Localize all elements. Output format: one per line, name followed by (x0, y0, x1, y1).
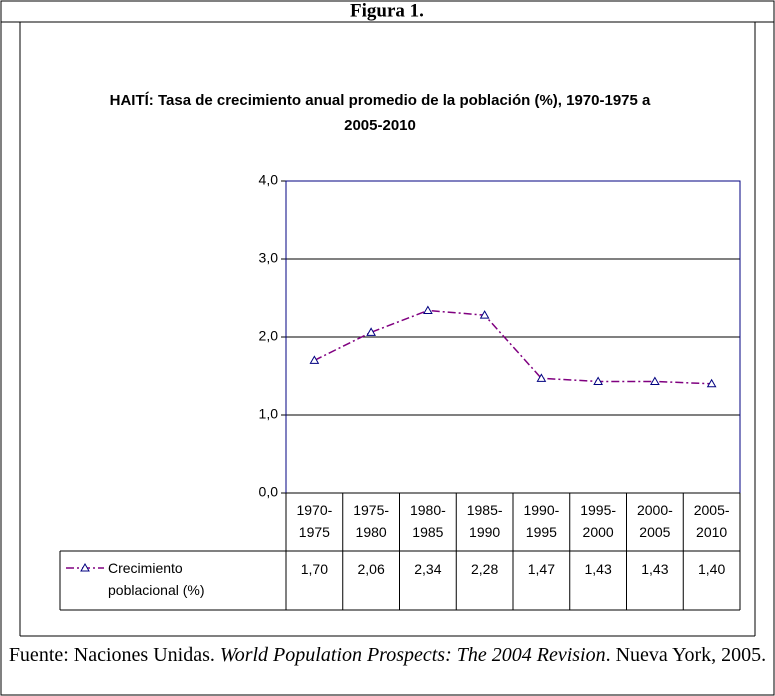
x-tick-label: 2005-2010 (693, 502, 730, 540)
x-tick-label-box: 2000-2005 (636, 502, 673, 540)
y-tick-label: 1,0 (259, 406, 279, 422)
title-box: HAITÍ: Tasa de crecimiento anual promedi… (109, 92, 651, 134)
legend-label: Crecimiento poblacional (%) (108, 560, 205, 598)
point-marker (309, 355, 320, 364)
point-marker (650, 376, 660, 385)
figure-label: Figura 1. (350, 0, 424, 21)
value-label: 1,43 (584, 561, 612, 577)
x-tick-label-box: 1995-2000 (580, 502, 617, 540)
point-marker (423, 305, 433, 314)
value-label: 1,40 (698, 561, 726, 577)
value-label: 2,34 (414, 561, 442, 577)
chart-title: HAITÍ: Tasa de crecimiento anual promedi… (109, 92, 651, 134)
value-label-box: 2,28 (471, 561, 499, 577)
value-label-box: 2,34 (414, 561, 442, 577)
point-marker (366, 327, 376, 336)
legend-label-box: Crecimiento poblacional (%) (108, 560, 205, 598)
point-marker (479, 310, 490, 319)
y-tick-label: 0,0 (259, 484, 279, 500)
value-label-box: 2,06 (357, 561, 385, 577)
x-tick-label: 1980-1985 (409, 502, 446, 540)
source: Fuente: Naciones Unidas. World Populatio… (0, 642, 775, 668)
x-tick-label: 1990-1995 (523, 502, 560, 540)
x-tick-label: 1970-1975 (296, 502, 333, 540)
x-tick-label-box: 1975-1980 (353, 502, 390, 540)
source-title: World Population Prospects: The 2004 Rev… (219, 644, 606, 666)
value-label: 2,28 (471, 561, 499, 577)
y-tick-label: 3,0 (259, 250, 279, 266)
point-marker (593, 376, 603, 385)
value-label-box: 1,43 (584, 561, 612, 577)
x-tick-label-box: 2005-2010 (693, 502, 730, 540)
source-suffix: . Nueva York, 2005. (605, 644, 767, 666)
value-label: 1,70 (300, 561, 328, 577)
y-tick-label: 2,0 (259, 328, 279, 344)
value-label-box: 1,43 (641, 561, 669, 577)
value-label-box: 1,70 (300, 561, 328, 577)
value-label-box: 1,40 (698, 561, 726, 577)
value-label: 2,06 (357, 561, 385, 577)
value-label: 1,47 (527, 561, 555, 577)
series-line (314, 309, 712, 385)
value-label: 1,43 (641, 561, 669, 577)
y-tick-label: 4,0 (259, 172, 279, 188)
value-label-box: 1,47 (527, 561, 555, 577)
x-tick-label: 1985-1990 (466, 502, 503, 540)
point-marker (536, 373, 547, 382)
point-marker (706, 378, 717, 388)
x-tick-label-box: 1985-1990 (466, 502, 503, 540)
x-tick-label-box: 1970-1975 (296, 502, 333, 540)
source-prefix: Fuente: Naciones Unidas. (8, 644, 220, 666)
x-tick-label-box: 1980-1985 (409, 502, 446, 540)
x-tick-label: 1975-1980 (353, 502, 390, 540)
x-tick-label: 2000-2005 (636, 502, 673, 540)
x-tick-label: 1995-2000 (580, 502, 617, 540)
legend-marker (80, 562, 90, 572)
x-tick-label-box: 1990-1995 (523, 502, 560, 540)
